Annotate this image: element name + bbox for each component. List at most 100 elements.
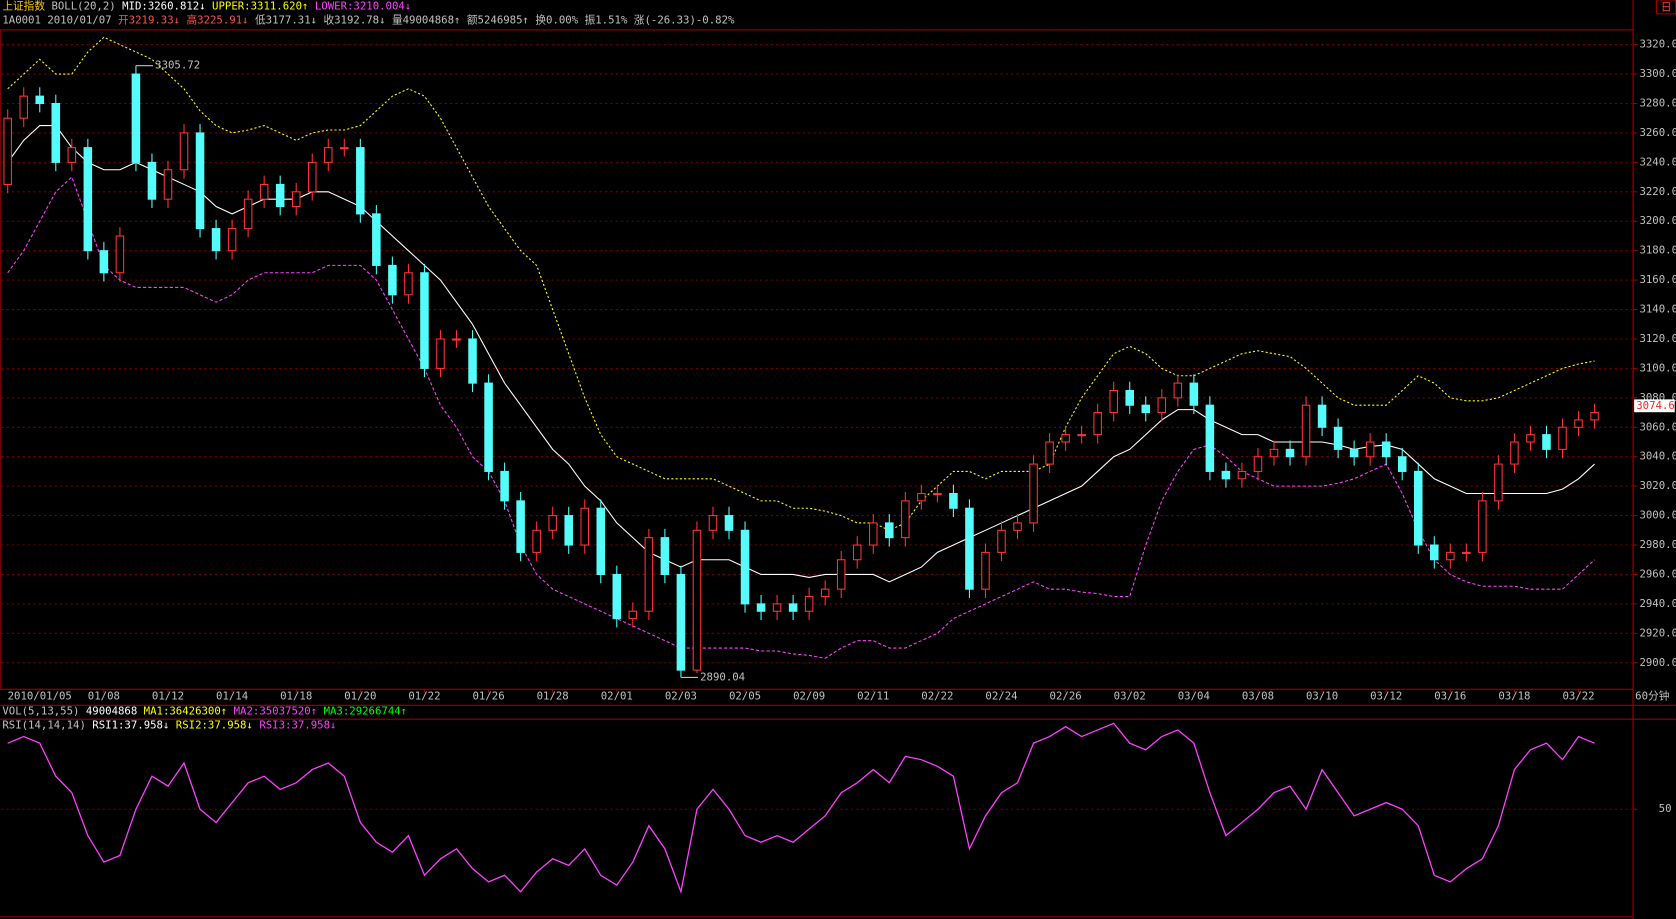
- candle-body: [51, 102, 61, 163]
- x-tick-label: 02/05: [729, 690, 761, 703]
- candle-body: [500, 470, 509, 502]
- candle-body: [3, 117, 12, 185]
- candle-body: [484, 382, 493, 472]
- candle-body: [468, 338, 477, 384]
- y-tick-label: 2960.0: [1639, 567, 1676, 580]
- main-panel-frame: [0, 29, 1634, 690]
- candle-body: [1029, 463, 1038, 524]
- y-tick-label: 3020.0: [1639, 479, 1676, 492]
- candle-body: [99, 250, 109, 274]
- candle-body: [404, 272, 413, 296]
- candle-body: [1061, 434, 1070, 443]
- candle-body: [692, 529, 702, 671]
- candle-body: [1077, 434, 1086, 437]
- candle-body: [1413, 470, 1423, 546]
- x-tick-label: 03/18: [1498, 690, 1530, 703]
- x-tick-label: 02/11: [857, 690, 889, 703]
- x-tick-label: 01/18: [280, 690, 312, 703]
- y-tick-label: 3160.0: [1639, 273, 1676, 286]
- candle-body: [1478, 500, 1487, 553]
- candle-body: [227, 228, 237, 252]
- candle-body: [1173, 382, 1183, 399]
- candle-body: [275, 183, 285, 208]
- candle-body: [1189, 382, 1199, 406]
- candle-body: [115, 235, 125, 274]
- low-mark-label: 2890.04: [700, 670, 745, 683]
- x-tick-label: 01/28: [537, 690, 569, 703]
- candle-body: [548, 515, 557, 531]
- y-tick-label: 2920.0: [1639, 626, 1676, 639]
- header-item: UPPER:3311.620↑: [212, 0, 308, 12]
- candle-body: [1558, 426, 1567, 450]
- x-tick-label: 03/12: [1370, 690, 1402, 703]
- header-item: 额5246985↑: [467, 13, 529, 26]
- candle-body: [1317, 404, 1327, 428]
- x-tick-label: 02/22: [921, 690, 953, 703]
- candle-body: [532, 529, 541, 553]
- y-tick-label: 2940.0: [1639, 597, 1676, 610]
- x-tick-label: 02/01: [601, 690, 633, 703]
- candle-body: [836, 559, 846, 590]
- candle-body: [211, 228, 221, 252]
- y-tick-label: 3320.0: [1639, 38, 1676, 51]
- candle-body: [772, 603, 782, 612]
- candle-body: [804, 595, 814, 612]
- x-tick-label: 02/24: [985, 690, 1017, 703]
- header-item: RSI(14,14,14): [2, 719, 86, 732]
- candle-body: [933, 492, 942, 496]
- candle-body: [1285, 448, 1295, 458]
- header-item: MA3:29266744↑: [324, 705, 408, 718]
- candle-body: [195, 132, 205, 230]
- header-item: 2010/01/07: [47, 13, 111, 26]
- y-tick-label: 2900.0: [1639, 656, 1676, 669]
- candle-body: [628, 610, 638, 620]
- period-label: 60分钟: [1635, 690, 1669, 703]
- header-item: 量49004868↑: [392, 13, 461, 26]
- header-item: 高3225.91↓: [186, 13, 248, 26]
- candle-body: [1590, 412, 1599, 421]
- header-item: 上证指数: [2, 0, 45, 12]
- candle-body: [1542, 434, 1551, 450]
- header-item: LOWER:3210.004↓: [315, 0, 411, 12]
- y-tick-label: 3220.0: [1639, 185, 1676, 198]
- header-item: BOLL(20,2): [51, 0, 115, 12]
- candle-body: [1349, 448, 1359, 458]
- candle-body: [356, 147, 365, 215]
- candle-body: [67, 147, 77, 163]
- candle-body: [1093, 412, 1102, 436]
- header-row: 1A0001 2010/01/07 开3219.33↓ 高3225.91↓ 低3177.…: [2, 13, 735, 26]
- candle-body: [1141, 404, 1151, 414]
- header-item: 49004868: [86, 705, 137, 718]
- x-tick-label: 01/08: [88, 690, 120, 703]
- header-item: 1A0001: [2, 13, 41, 26]
- candle-body: [452, 338, 461, 341]
- x-tick-label: 02/09: [793, 690, 825, 703]
- header-item: 涨(-26.33)-0.82%: [634, 13, 735, 26]
- candle-body: [852, 544, 862, 561]
- candle-body: [612, 573, 622, 620]
- header-item: MA2:35037520↑: [234, 705, 318, 718]
- x-tick-label: 03/08: [1242, 690, 1274, 703]
- candle-body: [436, 338, 445, 369]
- header-row: 上证指数 BOLL(20,2) MID:3260.812↓ UPPER:3311.62…: [2, 0, 411, 12]
- candle-body: [19, 95, 28, 119]
- candle-body: [1462, 551, 1471, 554]
- candle-body: [724, 515, 734, 531]
- candle-body: [1365, 441, 1375, 458]
- x-tick-label: 03/10: [1306, 690, 1338, 703]
- y-tick-label: 3120.0: [1639, 332, 1676, 345]
- candle-body: [163, 169, 173, 200]
- header-item: 收3192.78↓: [323, 13, 385, 26]
- last-price-label: 3074.6: [1636, 399, 1675, 412]
- candle-body: [1301, 404, 1311, 458]
- toolbar-label[interactable]: 日: [1661, 0, 1672, 13]
- boll-line: [7, 36, 1595, 531]
- x-tick-label: 2010/01/05: [8, 690, 72, 703]
- candle-body: [1013, 522, 1022, 531]
- rsi-line: [7, 722, 1595, 895]
- candle-body: [1381, 441, 1391, 458]
- candle-body: [179, 132, 189, 171]
- y-tick-label: 3260.0: [1639, 126, 1676, 139]
- candle-body: [981, 551, 990, 590]
